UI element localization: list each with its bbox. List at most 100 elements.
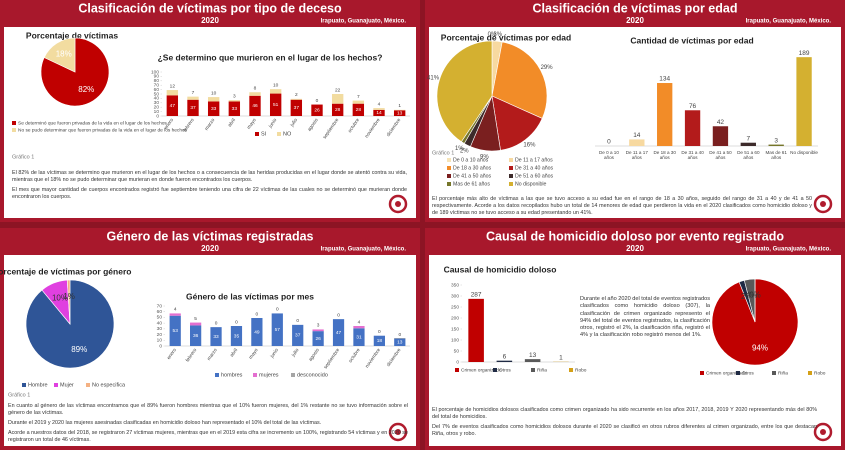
bar bbox=[393, 110, 406, 116]
value-label: 10 bbox=[211, 90, 217, 96]
bar bbox=[331, 94, 344, 104]
paragraphs: El porcentaje de homicidios dolosos clas… bbox=[432, 407, 817, 441]
value-label: 26 bbox=[315, 336, 321, 342]
y-tick-label: 50 bbox=[154, 91, 160, 97]
bar bbox=[524, 359, 541, 362]
x-tick-label: De 31 a 40 años bbox=[681, 150, 704, 161]
value-label: 7 bbox=[357, 94, 360, 100]
paragraph: Durante el 2019 y 2020 las mujeres asesi… bbox=[8, 420, 322, 427]
legend-swatch bbox=[509, 158, 513, 162]
value-label: 57 bbox=[275, 327, 281, 333]
chart-title: ¿Se determino que murieron en el lugar d… bbox=[158, 52, 383, 62]
y-tick-label: 70 bbox=[157, 303, 163, 309]
bar bbox=[292, 324, 304, 346]
bar bbox=[373, 335, 385, 346]
bar bbox=[290, 98, 303, 100]
bar bbox=[332, 319, 345, 346]
bar bbox=[249, 92, 261, 96]
bar bbox=[311, 104, 323, 116]
y-tick-label: 20 bbox=[154, 104, 160, 110]
logo-ring bbox=[388, 422, 408, 442]
value-label: 33 bbox=[232, 106, 238, 112]
y-tick-label: 100 bbox=[451, 337, 459, 343]
value-label: 28 bbox=[356, 107, 362, 113]
y-tick-label: 50 bbox=[157, 315, 163, 321]
paragraphs: El porcentaje más alto de víctimas a las… bbox=[432, 196, 812, 220]
panel-location: Irapuato, Guanajuato, México. bbox=[321, 19, 407, 25]
x-tick-label: abril bbox=[227, 117, 237, 128]
figure-caption: Gráfico 1 bbox=[8, 392, 30, 398]
paragraph: Del 7% de eventos clasificados como homi… bbox=[432, 424, 817, 438]
legend-swatch bbox=[253, 373, 257, 377]
value-label: 7 bbox=[192, 90, 195, 96]
value-label: 18 bbox=[377, 338, 383, 344]
y-tick-label: 50 bbox=[454, 348, 460, 354]
bar bbox=[331, 103, 344, 116]
value-label: 12 bbox=[170, 83, 176, 89]
bar bbox=[684, 110, 701, 146]
x-tick-label: De 51 a 60 años bbox=[737, 150, 760, 161]
bar bbox=[373, 108, 385, 110]
legend-label: Otros bbox=[499, 367, 511, 373]
legend-swatch bbox=[455, 368, 459, 372]
paragraphs: El 82% de las víctimas se determino que … bbox=[12, 170, 407, 204]
figure-caption: Gráfico 1 bbox=[12, 154, 34, 160]
y-tick-label: 40 bbox=[154, 96, 160, 102]
legend-swatch bbox=[531, 368, 535, 372]
chart-title: Cantidad de víctimas por edad bbox=[630, 35, 753, 45]
legend-label: SI bbox=[261, 131, 267, 137]
legend-swatch bbox=[12, 121, 16, 125]
paragraphs: En cuanto al género de las víctimas enco… bbox=[8, 403, 408, 447]
value-label: 28 bbox=[335, 107, 341, 113]
legend-label: Mujer bbox=[60, 382, 74, 388]
slice-label: 89% bbox=[71, 345, 87, 354]
value-label: 31 bbox=[356, 334, 362, 340]
bar bbox=[496, 360, 513, 362]
pie-slice bbox=[43, 37, 76, 73]
legend-label: Riña bbox=[778, 370, 788, 376]
legend-label: Robo bbox=[814, 370, 826, 376]
bar bbox=[249, 95, 261, 116]
bar bbox=[169, 315, 181, 346]
value-label: 33 bbox=[211, 106, 217, 112]
value-label: 0 bbox=[398, 332, 401, 338]
pie-slice bbox=[66, 279, 71, 325]
value-label: 49 bbox=[254, 329, 260, 335]
bar bbox=[269, 89, 282, 94]
legend-swatch bbox=[447, 166, 451, 170]
legend-swatch bbox=[22, 383, 26, 387]
bar bbox=[228, 101, 241, 116]
value-label: 5 bbox=[194, 316, 197, 322]
value-label: 53 bbox=[173, 328, 179, 334]
x-tick-label: De 0 a 10 años bbox=[598, 150, 619, 161]
chart-title: Porcentaje de víctimas bbox=[26, 30, 118, 40]
chart-title: Causal de homicidio doloso bbox=[444, 264, 557, 274]
value-label: 3 bbox=[774, 137, 778, 144]
bar bbox=[712, 126, 729, 146]
value-label: 0 bbox=[256, 311, 259, 317]
y-tick-label: 30 bbox=[157, 326, 163, 332]
value-label: 189 bbox=[799, 50, 810, 57]
value-label: 26 bbox=[314, 108, 320, 114]
bar bbox=[190, 325, 202, 346]
y-tick-label: 80 bbox=[154, 78, 160, 84]
value-label: 47 bbox=[336, 330, 342, 336]
y-tick-label: 10 bbox=[157, 338, 163, 344]
y-tick-label: 0 bbox=[156, 113, 159, 119]
value-label: 0 bbox=[296, 318, 299, 324]
value-label: 0 bbox=[316, 98, 319, 104]
bar bbox=[169, 313, 181, 316]
value-label: 3 bbox=[317, 323, 320, 329]
y-tick-label: 250 bbox=[451, 304, 459, 310]
bar bbox=[373, 109, 385, 116]
value-label: 7 bbox=[747, 135, 751, 142]
legend-label: De 51 a 60 años bbox=[515, 173, 553, 179]
x-tick-label: No disponible bbox=[790, 150, 818, 155]
value-label: 47 bbox=[170, 103, 176, 109]
value-label: 0 bbox=[337, 312, 340, 318]
slice-label: 16% bbox=[523, 142, 536, 148]
value-label: 0 bbox=[276, 307, 279, 313]
bar bbox=[352, 100, 365, 104]
slice-label: 82% bbox=[78, 85, 94, 94]
panel-year: 2020 bbox=[201, 244, 219, 253]
